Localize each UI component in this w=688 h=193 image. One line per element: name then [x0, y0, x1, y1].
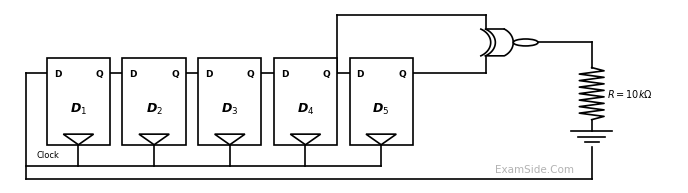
Text: Q: Q: [171, 70, 179, 80]
Text: D: D: [281, 70, 288, 80]
Text: Q: Q: [398, 70, 406, 80]
Text: Q: Q: [96, 70, 103, 80]
Bar: [350, 58, 413, 145]
Bar: [122, 58, 186, 145]
Bar: [274, 58, 337, 145]
Text: D: D: [205, 70, 213, 80]
Polygon shape: [63, 134, 94, 145]
Text: Q: Q: [247, 70, 255, 80]
Polygon shape: [366, 134, 396, 145]
Text: Clock: Clock: [36, 151, 59, 160]
Polygon shape: [215, 134, 245, 145]
Polygon shape: [139, 134, 169, 145]
Text: D$_3$: D$_3$: [221, 102, 239, 117]
Text: $R=10k\Omega$: $R=10k\Omega$: [607, 88, 653, 100]
Bar: [198, 58, 261, 145]
Polygon shape: [290, 134, 321, 145]
Text: Q: Q: [323, 70, 330, 80]
Text: D: D: [54, 70, 61, 80]
Circle shape: [513, 39, 538, 46]
Text: D$_1$: D$_1$: [69, 102, 87, 117]
Text: D$_5$: D$_5$: [372, 102, 390, 117]
Bar: [47, 58, 110, 145]
Text: ExamSide.Com: ExamSide.Com: [495, 165, 574, 175]
Text: D: D: [356, 70, 364, 80]
Text: D$_2$: D$_2$: [146, 102, 162, 117]
Text: D: D: [129, 70, 137, 80]
Polygon shape: [486, 29, 513, 56]
Text: D$_4$: D$_4$: [297, 102, 314, 117]
